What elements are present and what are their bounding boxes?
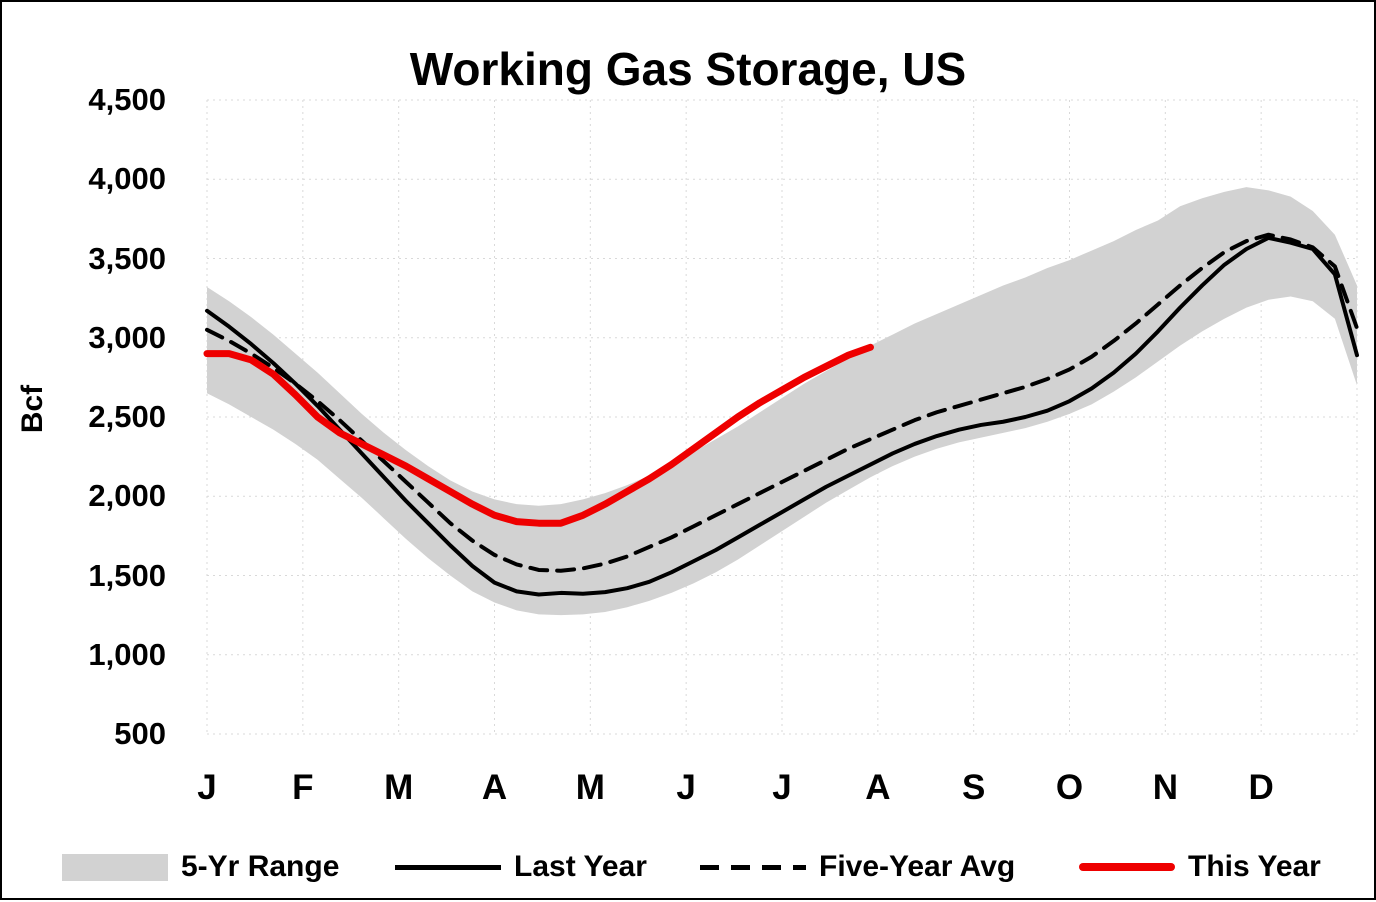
five-year-avg-line-swatch — [700, 864, 806, 870]
y-tick-label: 2,000 — [88, 478, 166, 514]
x-tick-label: F — [292, 768, 314, 807]
x-tick-label: M — [575, 768, 605, 807]
y-tick-label: 1,500 — [88, 557, 166, 593]
legend-item-this-year: This Year — [1079, 847, 1321, 887]
legend-item-five-year-avg: Five-Year Avg — [700, 847, 1015, 887]
y-tick-label: 500 — [114, 716, 166, 751]
legend-item-last-year: Last Year — [395, 847, 647, 887]
x-tick-label: S — [961, 768, 986, 807]
y-tick-label: 3,000 — [88, 319, 166, 355]
x-tick-label: M — [384, 768, 414, 807]
legend-label-this-year: This Year — [1188, 850, 1321, 883]
legend-label-last-year: Last Year — [514, 850, 647, 883]
x-tick-label: J — [772, 768, 792, 807]
this-year-line — [203, 343, 874, 527]
last-year-line — [205, 235, 1359, 597]
five-year-avg-line — [205, 232, 1359, 573]
range-band-swatch — [62, 853, 168, 881]
legend-label-five-year-avg: Five-Year Avg — [819, 850, 1016, 883]
x-tick-label: A — [865, 768, 891, 807]
y-tick-label: 4,500 — [88, 82, 166, 117]
x-tick-label: N — [1152, 768, 1178, 807]
last-year-line-swatch — [395, 864, 501, 870]
legend-label-5yr-range: 5-Yr Range — [181, 850, 340, 883]
five-year-range-band — [207, 187, 1357, 616]
x-tick-label: O — [1055, 768, 1084, 807]
x-tick-label: D — [1248, 768, 1274, 807]
legend-item-5yr-range: 5-Yr Range — [62, 847, 339, 887]
y-tick-label: 3,500 — [88, 240, 166, 276]
x-tick-label: A — [481, 768, 508, 807]
x-tick-label: J — [676, 768, 696, 807]
x-tick-label: J — [197, 768, 217, 807]
y-tick-label: 4,000 — [88, 161, 166, 197]
y-tick-label: 2,500 — [88, 399, 166, 434]
this-year-line-swatch — [1079, 863, 1175, 871]
chart-title: Working Gas Storage, US — [409, 43, 967, 95]
y-tick-label: 1,000 — [88, 636, 166, 672]
